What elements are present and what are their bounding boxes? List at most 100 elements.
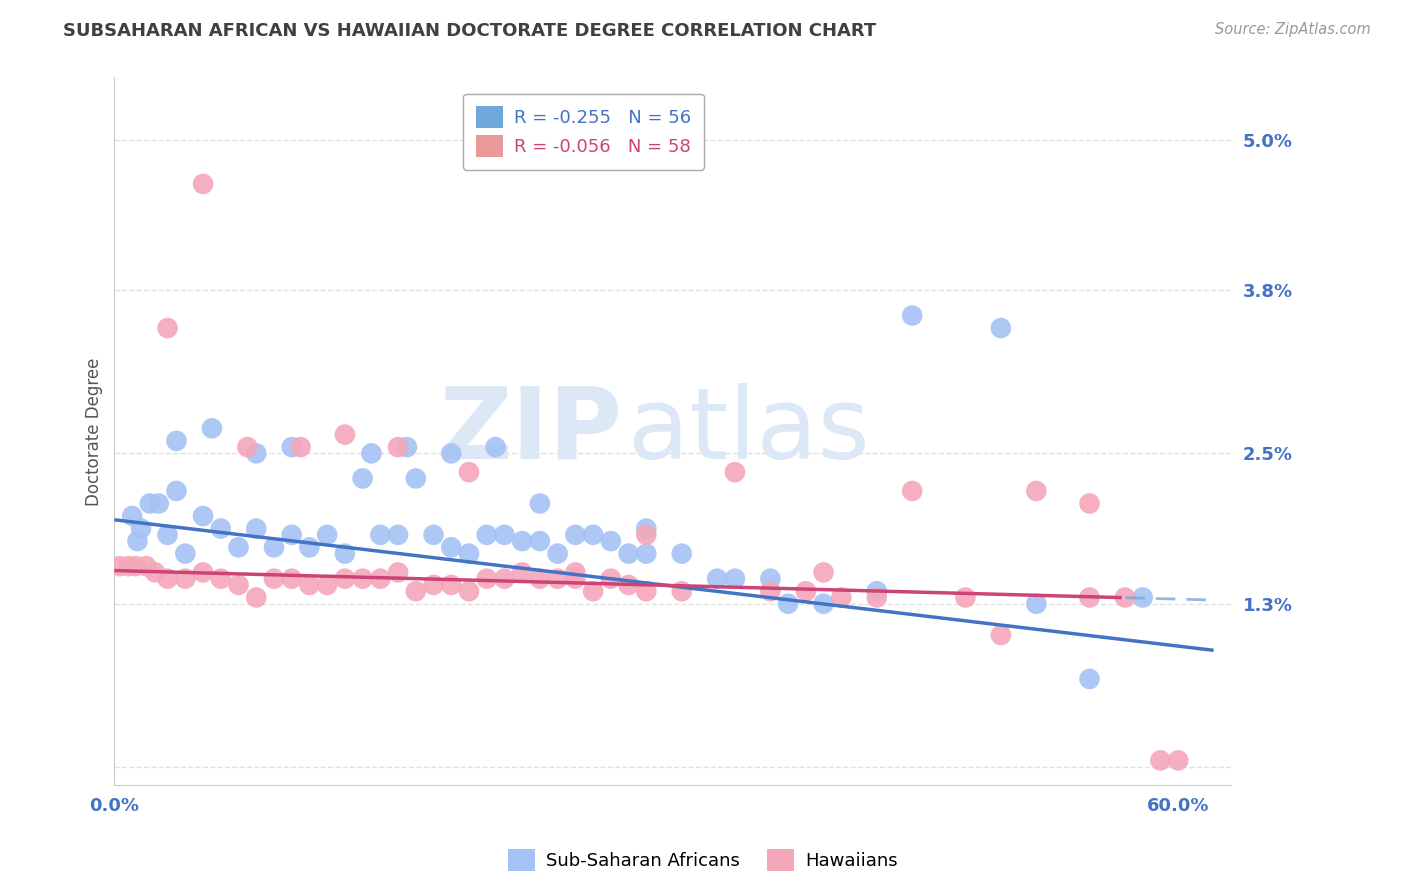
Point	[333, 427, 356, 442]
Legend: R = -0.255   N = 56, R = -0.056   N = 58: R = -0.255 N = 56, R = -0.056 N = 58	[464, 94, 703, 170]
Point	[209, 522, 232, 536]
Point	[1078, 672, 1101, 686]
Point	[352, 471, 374, 485]
Point	[440, 541, 463, 555]
Point	[1149, 753, 1171, 767]
Point	[547, 572, 569, 586]
Point	[333, 572, 356, 586]
Point	[547, 547, 569, 561]
Point	[201, 421, 224, 435]
Point	[724, 572, 747, 586]
Point	[156, 572, 179, 586]
Y-axis label: Doctorate Degree: Doctorate Degree	[86, 358, 103, 506]
Point	[156, 321, 179, 335]
Point	[1167, 753, 1189, 767]
Point	[440, 446, 463, 460]
Point	[794, 584, 817, 599]
Point	[121, 509, 143, 524]
Point	[990, 321, 1012, 335]
Point	[510, 566, 533, 580]
Point	[316, 578, 339, 592]
Point	[422, 528, 444, 542]
Point	[135, 559, 157, 574]
Point	[510, 534, 533, 549]
Point	[866, 591, 889, 605]
Point	[494, 572, 516, 586]
Text: ZIP: ZIP	[440, 383, 623, 480]
Point	[1132, 591, 1154, 605]
Text: Source: ZipAtlas.com: Source: ZipAtlas.com	[1215, 22, 1371, 37]
Point	[582, 528, 605, 542]
Point	[395, 440, 418, 454]
Point	[582, 584, 605, 599]
Point	[370, 528, 392, 542]
Point	[191, 509, 214, 524]
Text: atlas: atlas	[628, 383, 870, 480]
Point	[422, 578, 444, 592]
Point	[724, 465, 747, 479]
Point	[759, 584, 782, 599]
Point	[475, 572, 498, 586]
Point	[706, 572, 728, 586]
Point	[1078, 496, 1101, 510]
Point	[759, 572, 782, 586]
Point	[1025, 483, 1047, 498]
Point	[143, 566, 166, 580]
Point	[129, 522, 152, 536]
Point	[955, 591, 977, 605]
Point	[166, 483, 188, 498]
Point	[529, 534, 551, 549]
Point	[529, 496, 551, 510]
Point	[636, 547, 658, 561]
Point	[360, 446, 382, 460]
Point	[117, 559, 139, 574]
Point	[228, 541, 250, 555]
Point	[298, 578, 321, 592]
Point	[671, 584, 693, 599]
Point	[529, 572, 551, 586]
Point	[599, 534, 621, 549]
Point	[901, 309, 924, 323]
Legend: Sub-Saharan Africans, Hawaiians: Sub-Saharan Africans, Hawaiians	[501, 842, 905, 879]
Point	[191, 566, 214, 580]
Point	[475, 528, 498, 542]
Point	[290, 440, 312, 454]
Point	[564, 528, 586, 542]
Point	[484, 440, 506, 454]
Point	[405, 584, 427, 599]
Point	[174, 572, 197, 586]
Point	[564, 566, 586, 580]
Point	[990, 628, 1012, 642]
Point	[280, 572, 302, 586]
Point	[370, 572, 392, 586]
Point	[166, 434, 188, 448]
Point	[617, 547, 640, 561]
Point	[387, 440, 409, 454]
Point	[636, 522, 658, 536]
Point	[263, 541, 285, 555]
Point	[298, 541, 321, 555]
Point	[901, 483, 924, 498]
Point	[636, 528, 658, 542]
Point	[263, 572, 285, 586]
Point	[813, 597, 835, 611]
Point	[830, 591, 852, 605]
Point	[387, 528, 409, 542]
Point	[599, 572, 621, 586]
Point	[209, 572, 232, 586]
Point	[280, 440, 302, 454]
Point	[458, 547, 481, 561]
Point	[191, 177, 214, 191]
Point	[405, 471, 427, 485]
Point	[1078, 591, 1101, 605]
Point	[174, 547, 197, 561]
Point	[813, 566, 835, 580]
Point	[245, 446, 267, 460]
Point	[564, 572, 586, 586]
Point	[458, 584, 481, 599]
Point	[156, 528, 179, 542]
Point	[148, 496, 170, 510]
Point	[1114, 591, 1136, 605]
Point	[636, 584, 658, 599]
Point	[108, 559, 131, 574]
